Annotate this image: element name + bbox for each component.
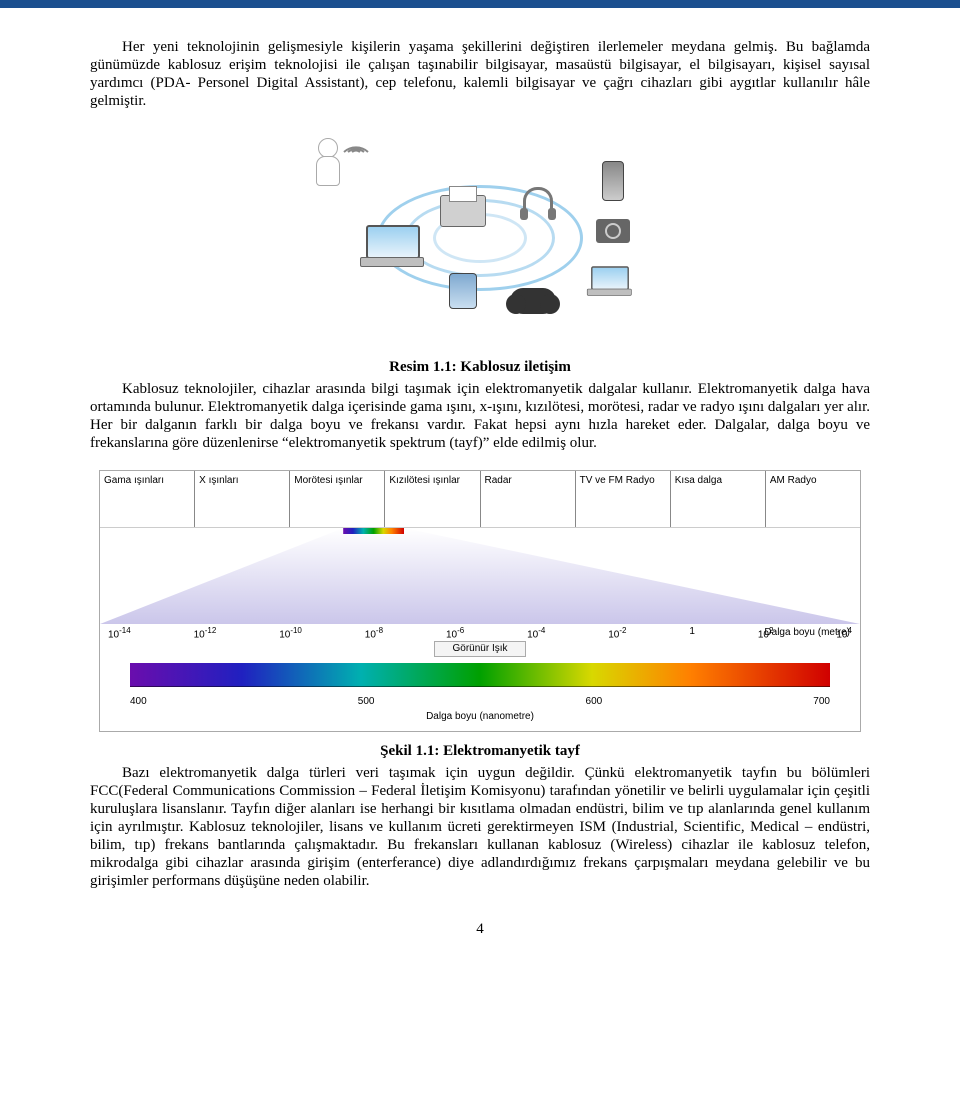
figure-em-spectrum: Gama ışınlarıX ışınlarıMorötesi ışınlarK…: [90, 470, 870, 732]
paragraph-3: Bazı elektromanyetik dalga türleri veri …: [90, 764, 870, 890]
visible-spectrum-bar: [130, 663, 830, 687]
wireless-illustration: [290, 128, 670, 348]
figure2-caption: Şekil 1.1: Elektromanyetik tayf: [90, 742, 870, 760]
laptop-icon-2: [580, 258, 626, 304]
page-number: 4: [90, 920, 870, 938]
wavelength-m-tick: 10-10: [279, 626, 302, 641]
wavelength-nm-tick: 600: [586, 696, 603, 708]
paragraph-2: Kablosuz teknolojiler, cihazlar arasında…: [90, 380, 870, 452]
wavelength-m-tick: 10-12: [194, 626, 217, 641]
em-spectrum-diagram: Gama ışınlarıX ışınlarıMorötesi ışınlarK…: [99, 470, 861, 732]
mobile-phone-icon: [590, 158, 636, 204]
wavelength-nm-tick: 700: [813, 696, 830, 708]
spectrum-band: AM Radyo: [765, 471, 860, 527]
wavelength-m-tick: 10-4: [527, 626, 545, 641]
wifi-icon: [342, 128, 372, 158]
spectrum-band: X ışınları: [194, 471, 289, 527]
spectrum-band: TV ve FM Radyo: [575, 471, 670, 527]
wavelength-m-tick: 10-6: [446, 626, 464, 641]
figure1-caption: Resim 1.1: Kablosuz iletişim: [90, 358, 870, 376]
spectrum-band: Morötesi ışınlar: [289, 471, 384, 527]
gamepad-icon: [510, 278, 556, 324]
spectrum-band: Gama ışınları: [100, 471, 194, 527]
printer-icon: [440, 188, 486, 234]
camera-icon: [590, 208, 636, 254]
wavelength-nm-label: Dalga boyu (nanometre): [100, 708, 860, 731]
spectrum-fan-region: [100, 528, 860, 624]
wavelength-m-tick: 1: [689, 626, 695, 641]
wavelength-nm-tick: 400: [130, 696, 147, 708]
spectrum-band: Kızılötesi ışınlar: [384, 471, 479, 527]
intro-paragraph: Her yeni teknolojinin gelişmesiyle kişil…: [90, 38, 870, 110]
wavelength-m-tick: 10-8: [365, 626, 383, 641]
pda-icon: [440, 268, 486, 314]
fan-svg: [100, 528, 860, 624]
person-icon: [310, 138, 344, 193]
wavelength-nm-axis: 400 500 600 700: [130, 694, 830, 708]
spectrum-band: Radar: [480, 471, 575, 527]
visible-light-label: Görünür Işık: [434, 641, 526, 657]
document-page: Her yeni teknolojinin gelişmesiyle kişil…: [0, 0, 960, 958]
spectrum-bands-row: Gama ışınlarıX ışınlarıMorötesi ışınlarK…: [100, 471, 860, 528]
wavelength-m-tick: 10-14: [108, 626, 131, 641]
figure-wireless-devices: [90, 128, 870, 348]
wavelength-nm-tick: 500: [358, 696, 375, 708]
headset-icon: [515, 178, 561, 224]
laptop-icon: [360, 223, 406, 269]
spectrum-band: Kısa dalga: [670, 471, 765, 527]
wavelength-m-tick: 10-2: [608, 626, 626, 641]
